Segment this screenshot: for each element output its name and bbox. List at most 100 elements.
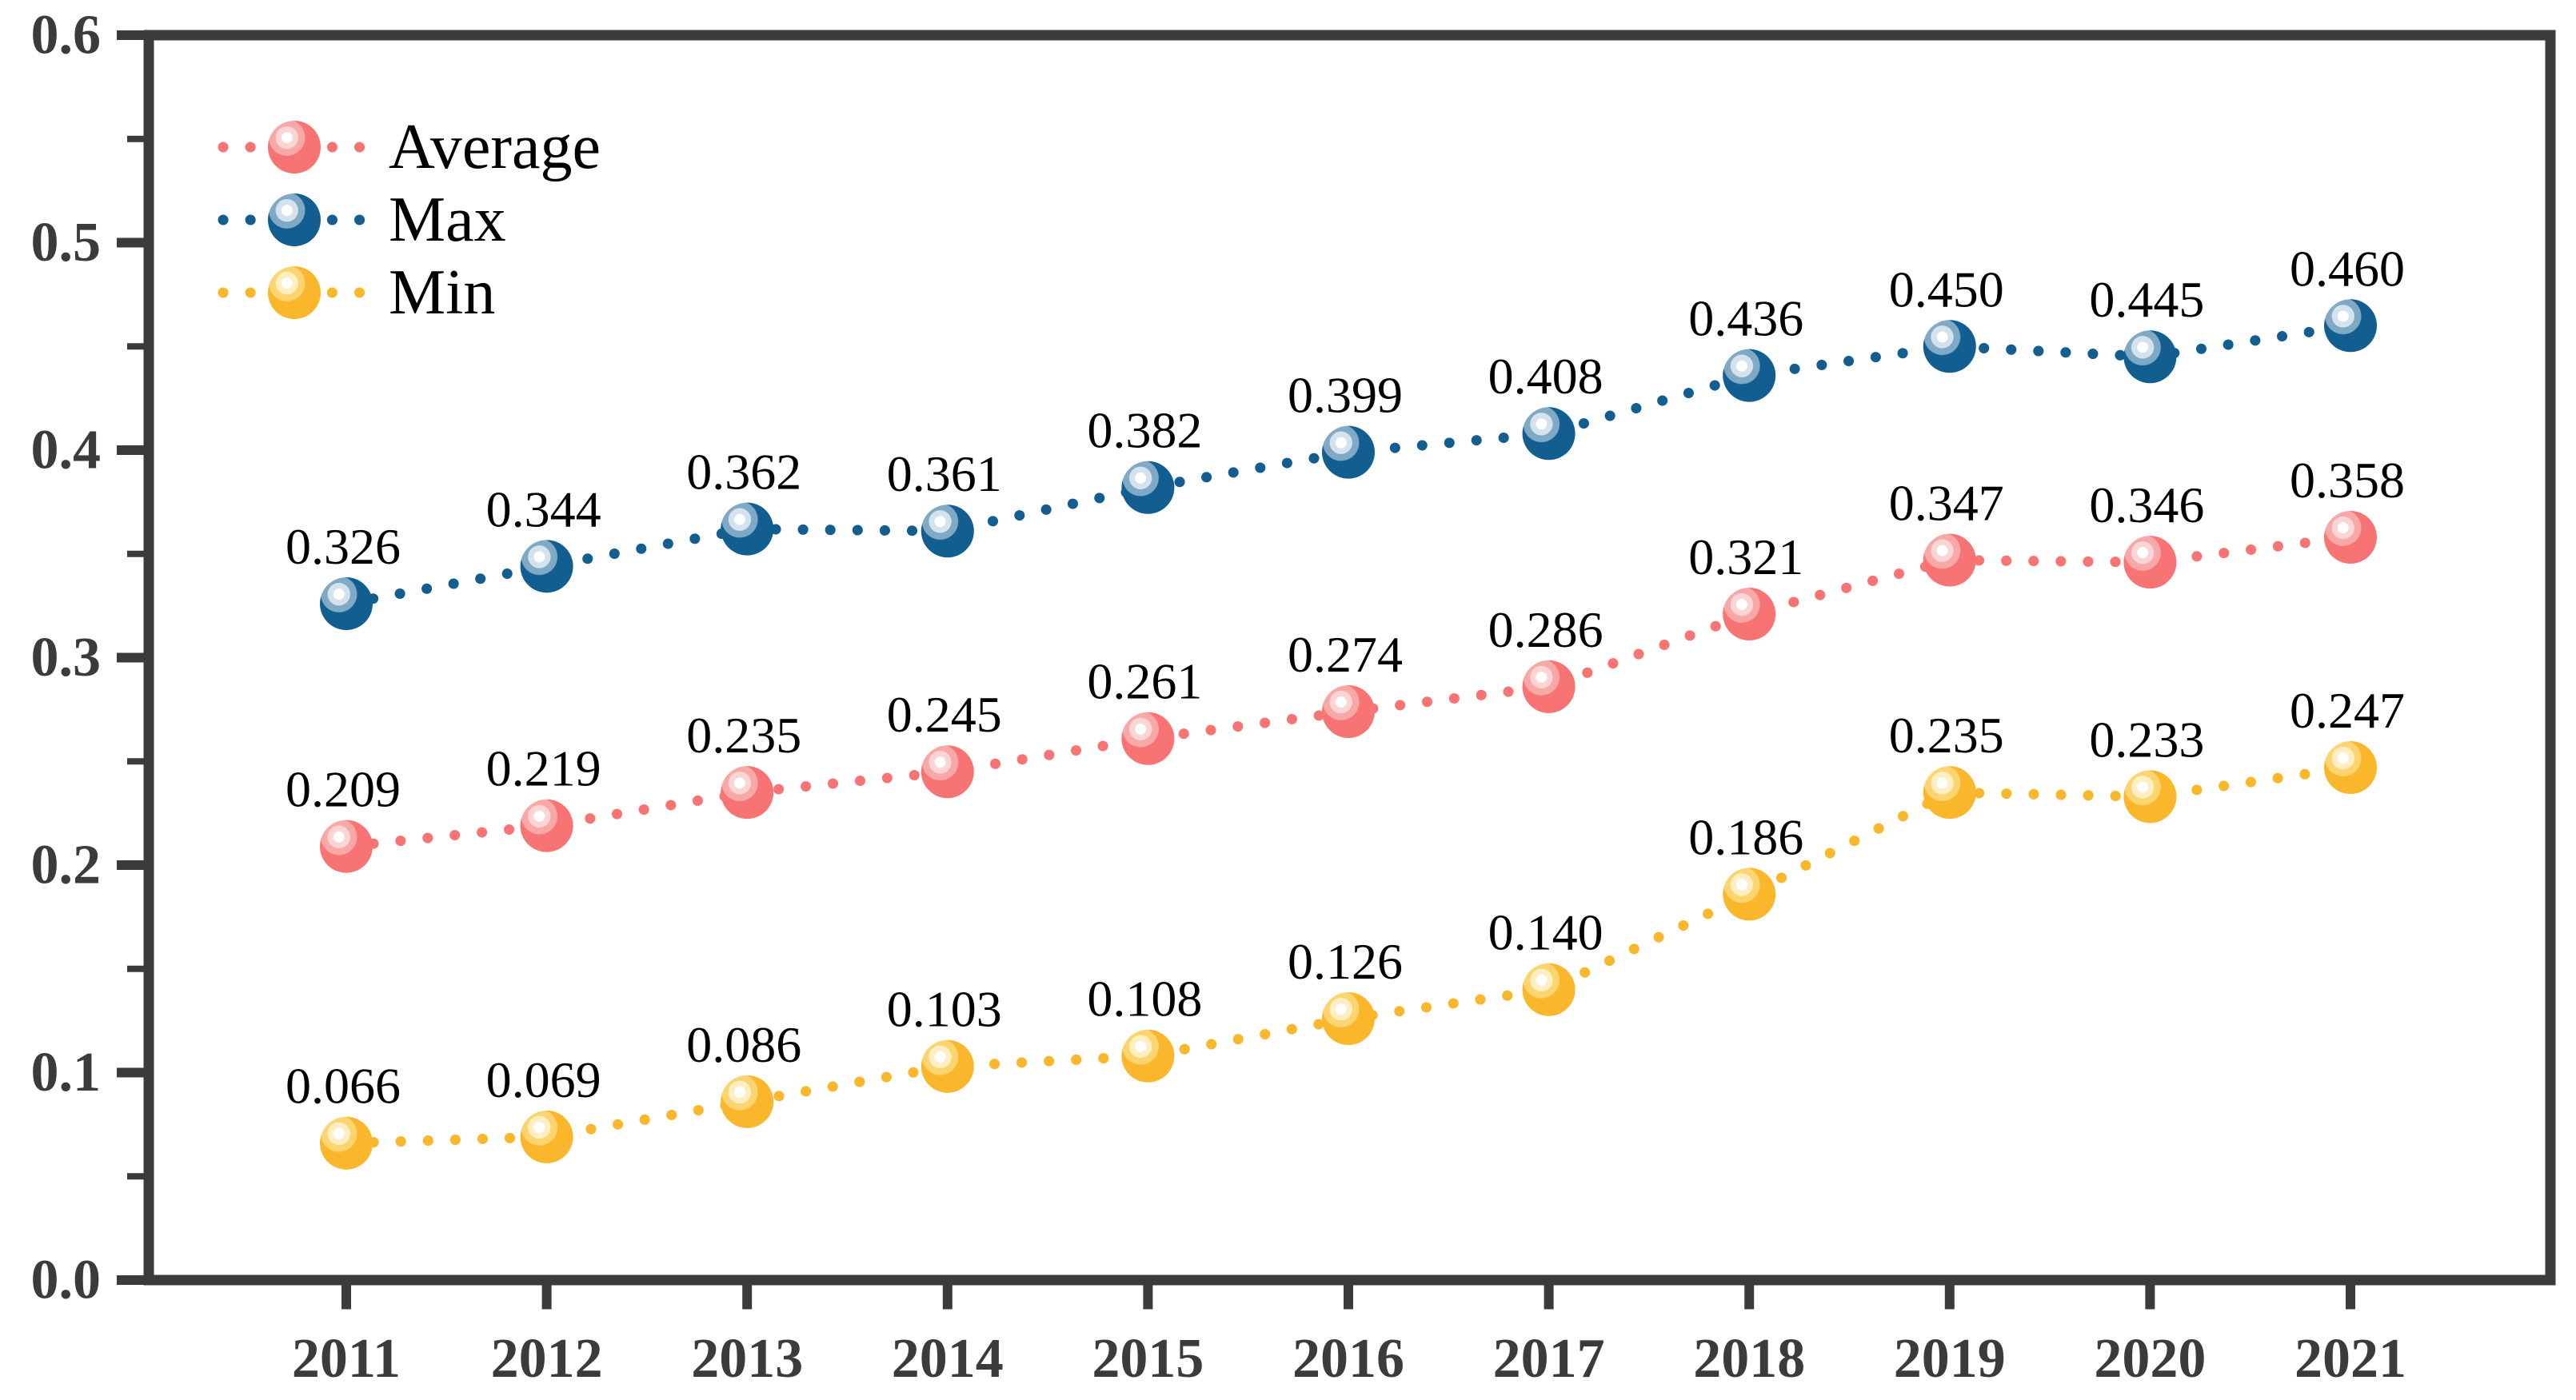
- legend-item-max: Max: [218, 185, 506, 255]
- legend-label: Average: [389, 112, 601, 182]
- data-point-marker: [320, 820, 373, 873]
- x-tick-label: 2014: [892, 1328, 1004, 1390]
- data-point-value-label: 0.235: [1889, 707, 2004, 764]
- x-tick-label: 2017: [1493, 1328, 1605, 1390]
- data-point-value-label: 0.382: [1087, 402, 1202, 459]
- x-tick-label: 2015: [1092, 1328, 1204, 1390]
- data-point-value-label: 0.347: [1889, 475, 2004, 532]
- x-tick-label: 2020: [2094, 1328, 2206, 1390]
- data-point-value-label: 0.408: [1488, 348, 1604, 405]
- data-point-marker: [2324, 741, 2377, 795]
- data-point-marker: [320, 1116, 373, 1170]
- y-tick-label: 0.4: [31, 420, 102, 481]
- x-tick-label: 2019: [1894, 1328, 2006, 1390]
- data-point-value-label: 0.103: [887, 981, 1002, 1038]
- data-point-value-label: 0.233: [2089, 711, 2204, 768]
- data-point-marker: [2123, 330, 2177, 384]
- y-tick-label: 0.1: [31, 1042, 102, 1103]
- x-tick-label: 2012: [491, 1328, 603, 1390]
- data-point-value-label: 0.140: [1488, 904, 1604, 961]
- y-tick-label: 0.6: [31, 5, 102, 66]
- data-point-value-label: 0.126: [1288, 933, 1403, 990]
- data-point-marker: [721, 502, 774, 556]
- legend-item-min: Min: [218, 257, 495, 328]
- data-point-marker: [1121, 461, 1175, 514]
- y-tick-label: 0.0: [31, 1250, 102, 1311]
- data-point-marker: [2123, 770, 2177, 824]
- data-point-marker: [1121, 712, 1175, 765]
- y-axis: 0.0 0.1 0.2 0.3 0.4 0.5 0.6: [31, 5, 149, 1311]
- data-point-value-label: 0.247: [2290, 682, 2405, 739]
- data-point-marker: [1923, 533, 1976, 587]
- data-point-value-label: 0.450: [1889, 261, 2004, 317]
- x-tick-label: 2016: [1292, 1328, 1404, 1390]
- data-point-marker: [1121, 1029, 1175, 1083]
- data-point-value-label: 0.358: [2290, 452, 2405, 509]
- data-point-value-label: 0.066: [286, 1058, 401, 1115]
- y-tick-label: 0.3: [31, 627, 102, 688]
- data-point-marker: [1522, 407, 1576, 461]
- data-point-marker: [2324, 510, 2377, 564]
- legend-marker-sphere: [268, 193, 321, 246]
- data-point-value-label: 0.086: [686, 1016, 801, 1073]
- data-point-value-label: 0.108: [1087, 971, 1202, 1027]
- data-point-value-label: 0.069: [486, 1051, 601, 1108]
- data-point-marker: [1723, 588, 1776, 641]
- data-point-value-label: 0.344: [486, 481, 601, 537]
- data-point-marker: [520, 540, 573, 593]
- data-point-value-label: 0.361: [887, 445, 1002, 502]
- data-point-marker: [721, 766, 774, 820]
- data-point-marker: [1923, 766, 1976, 820]
- series-max: 0.326 0.344 0.362 0.361 0.382 0.399 0.408 0.436…: [286, 240, 2405, 631]
- data-point-value-label: 0.326: [286, 518, 401, 575]
- data-point-marker: [1522, 963, 1576, 1016]
- data-point-value-label: 0.235: [686, 707, 801, 764]
- data-point-value-label: 0.362: [686, 444, 801, 501]
- data-point-marker: [2123, 536, 2177, 589]
- data-point-value-label: 0.274: [1288, 626, 1403, 683]
- data-point-value-label: 0.460: [2290, 240, 2405, 297]
- legend-label: Max: [389, 185, 506, 255]
- y-tick-label: 0.2: [31, 835, 102, 896]
- data-point-marker: [1723, 868, 1776, 921]
- data-point-value-label: 0.261: [1087, 653, 1202, 710]
- data-point-value-label: 0.219: [486, 740, 601, 797]
- y-tick-label: 0.5: [31, 212, 102, 273]
- data-point-marker: [1923, 320, 1976, 373]
- data-point-marker: [1322, 992, 1375, 1046]
- data-point-marker: [721, 1075, 774, 1128]
- data-point-marker: [320, 577, 373, 631]
- data-point-marker: [2324, 299, 2377, 353]
- series-min: 0.066 0.069 0.086 0.103 0.108 0.126 0.140 0.186…: [286, 682, 2405, 1170]
- data-point-value-label: 0.186: [1688, 808, 1803, 865]
- data-point-marker: [921, 505, 974, 558]
- data-point-marker: [520, 799, 573, 852]
- x-tick-label: 2011: [292, 1328, 401, 1390]
- legend-item-average: Average: [218, 112, 601, 182]
- data-point-value-label: 0.399: [1288, 367, 1403, 424]
- x-tick-label: 2018: [1693, 1328, 1805, 1390]
- series-average: 0.209 0.219 0.235 0.245 0.261 0.274 0.286 0.321…: [286, 452, 2405, 873]
- data-point-marker: [1522, 660, 1576, 713]
- x-axis: 2011 2012 2013 2014 2015 2016 2017 2018 2019 2020…: [292, 1285, 2406, 1390]
- legend-label: Min: [389, 257, 495, 328]
- data-point-marker: [520, 1110, 573, 1163]
- data-point-value-label: 0.286: [1488, 601, 1604, 658]
- data-point-marker: [1322, 684, 1375, 738]
- data-point-value-label: 0.346: [2089, 477, 2204, 533]
- x-tick-label: 2013: [691, 1328, 803, 1390]
- data-point-marker: [921, 1039, 974, 1093]
- data-point-marker: [1723, 349, 1776, 402]
- data-point-value-label: 0.209: [286, 761, 401, 818]
- legend-marker-sphere: [268, 266, 321, 319]
- x-tick-label: 2021: [2294, 1328, 2406, 1390]
- data-point-marker: [921, 745, 974, 799]
- data-point-value-label: 0.245: [887, 686, 1002, 743]
- data-point-value-label: 0.445: [2089, 271, 2204, 328]
- data-point-value-label: 0.436: [1688, 290, 1803, 347]
- data-point-value-label: 0.321: [1688, 528, 1803, 585]
